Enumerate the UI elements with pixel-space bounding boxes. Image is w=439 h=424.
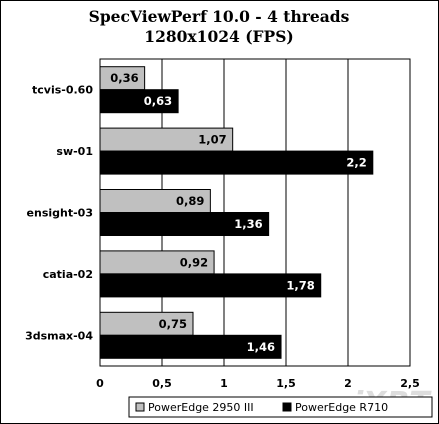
value-labels-group: 0,36 0,63 1,07 2,2 0,89 1,36 0,92 1,78 0,75 1,46: [110, 71, 367, 354]
category-label: sw-01: [56, 145, 93, 158]
bar: [99, 273, 322, 298]
legend-label-poweredge-r710: PowerEdge R710: [295, 401, 388, 414]
data-label: 1,78: [286, 278, 314, 292]
bar: [99, 212, 270, 236]
x-tick-label: 0: [96, 377, 104, 390]
data-label: 0,92: [180, 255, 208, 269]
category-label: 3dsmax-04: [25, 329, 93, 342]
legend-swatch-poweredge-r710: [282, 402, 292, 412]
legend: PowerEdge 2950 III PowerEdge R710: [128, 396, 433, 418]
x-tick-label: 0,5: [152, 377, 172, 390]
category-label: tcvis-0.60: [32, 84, 93, 97]
data-label: 0,36: [110, 71, 138, 85]
data-label: 1,46: [247, 340, 275, 354]
x-tick-label: 1,5: [276, 377, 296, 390]
bars-group: [99, 66, 374, 359]
x-tick-label: 2,5: [400, 377, 420, 390]
legend-swatch-poweredge-2950: [135, 402, 145, 412]
legend-box: [128, 396, 433, 418]
chart-title: SpecViewPerf 10.0 - 4 threads: [89, 7, 350, 26]
chart-subtitle: 1280x1024 (FPS): [144, 27, 293, 46]
data-label: 1,36: [234, 217, 262, 231]
tick-labels-group: 0 0,5 1 1,5 2 2,5: [96, 377, 420, 390]
x-tick-label: 2: [344, 377, 352, 390]
data-label: 0,63: [144, 94, 172, 108]
legend-label-poweredge-2950: PowerEdge 2950 III: [148, 401, 254, 414]
bar: [99, 150, 374, 175]
category-label: catia-02: [43, 268, 93, 281]
category-label: ensight-03: [27, 207, 93, 220]
data-label: 0,89: [176, 194, 204, 208]
data-label: 1,07: [198, 133, 226, 147]
data-label: 0,75: [159, 317, 187, 331]
category-labels-group: tcvis-0.60 sw-01 ensight-03 catia-02 3dsmax-…: [25, 84, 93, 343]
bar: [99, 334, 282, 359]
data-label: 2,2: [346, 156, 366, 170]
bar: [99, 89, 179, 114]
x-tick-label: 1: [220, 377, 228, 390]
